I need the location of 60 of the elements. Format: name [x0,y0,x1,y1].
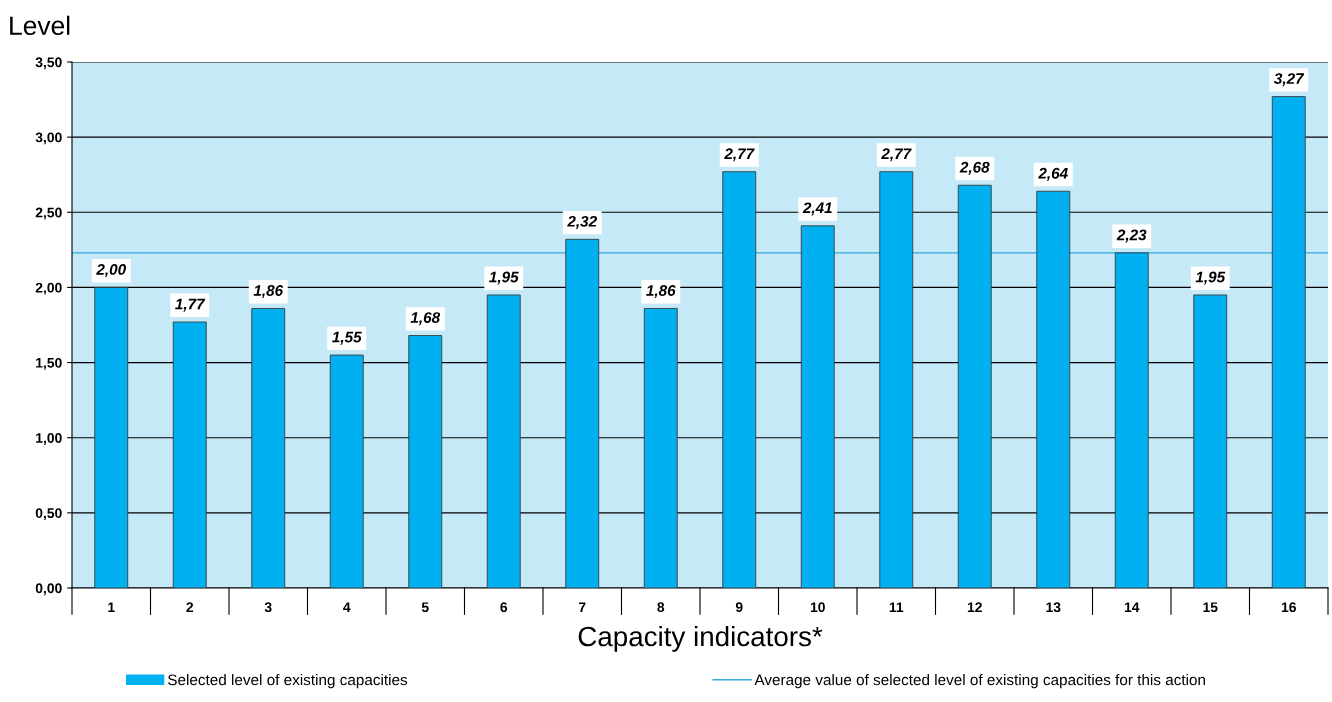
x-tick-label: 3 [264,602,272,613]
data-label: 2,64 [1038,167,1068,181]
x-tick-label: 8 [657,602,665,613]
bar [486,294,521,588]
x-tick-label: 12 [967,602,982,612]
legend-label: Average value of selected level of existing capacities for this action [754,674,1205,689]
data-label: 1,86 [253,285,284,299]
bar [408,335,443,588]
data-label: 2,68 [959,161,990,175]
y-tick-label: 2,00 [35,282,62,295]
y-tick-label: 3,50 [35,57,62,70]
x-tick-label: 4 [343,602,351,612]
bar [94,287,129,588]
data-label: 1,95 [1195,271,1226,285]
x-tick-label: 16 [1281,602,1296,613]
data-label: 2,00 [96,264,126,278]
x-tick-label: 10 [810,602,825,613]
x-tick-label: 14 [1124,602,1140,612]
legend-label: Selected level of existing capacities [168,674,408,689]
y-tick-label: 1,00 [36,433,62,445]
x-tick-label: 2 [186,602,194,612]
x-tick-label: 11 [889,602,904,612]
data-label: 2,77 [881,148,912,162]
bar [251,308,286,588]
data-label: 1,68 [410,312,441,326]
data-label: 1,95 [489,271,519,285]
data-label: 1,86 [646,285,676,299]
bar [329,354,364,588]
x-tick-label: 15 [1203,602,1218,613]
bar [643,308,678,588]
x-tick-label: 5 [421,602,429,613]
data-label: 1,77 [175,298,206,312]
data-label: 1,55 [332,331,362,345]
bar [800,225,835,588]
bar [1114,252,1149,588]
bar [1193,294,1228,588]
x-tick-label: 9 [735,602,743,613]
x-tick-label: 13 [1046,602,1061,613]
data-label: 2,23 [1116,229,1147,243]
y-tick-label: 2,50 [35,207,62,220]
data-label: 2,77 [724,148,755,162]
y-tick-label: 3,00 [35,132,62,145]
y-tick-label: 0,50 [35,508,62,521]
bar [172,321,207,588]
x-tick-label: 7 [578,602,586,612]
bar [879,171,914,588]
y-tick-label: 1,50 [36,357,62,370]
bar [957,184,992,588]
y-axis-title: Level [10,15,70,36]
bar [1271,96,1306,588]
bar [722,171,757,588]
data-label: 2,41 [802,202,832,216]
bar [565,238,600,588]
bar [1036,190,1071,588]
x-axis-title: Capacity indicators* [578,625,823,652]
x-tick-label: 6 [500,602,508,613]
data-label: 3,27 [1274,73,1305,87]
data-label: 2,32 [567,215,597,229]
y-tick-label: 0,00 [35,583,62,596]
x-tick-label: 1 [108,602,115,612]
